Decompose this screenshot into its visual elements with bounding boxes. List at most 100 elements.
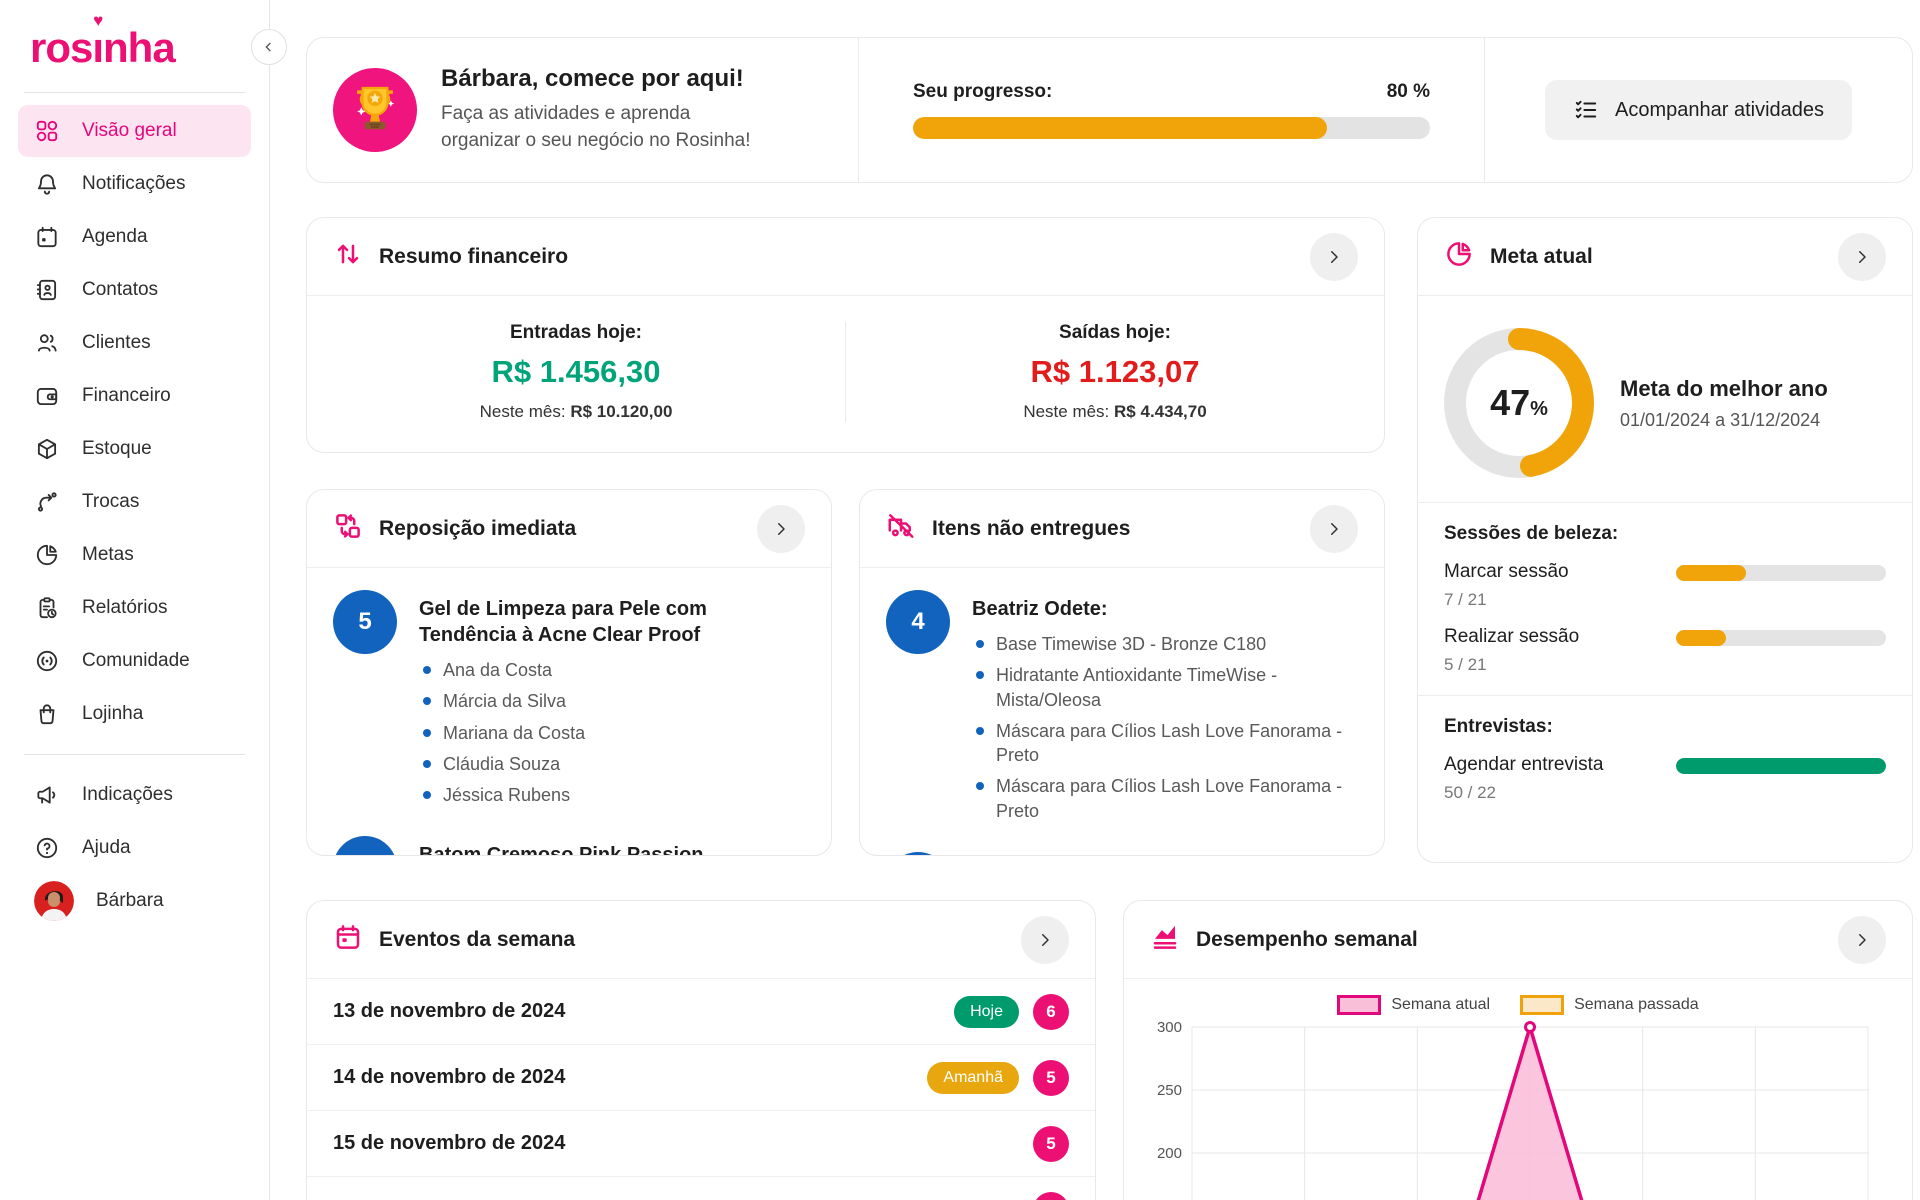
activities-section: Acompanhar atividades [1485,38,1912,182]
undelivered-expand-button[interactable] [1310,504,1358,553]
task-progress-bar [1676,565,1886,581]
sidebar-item-estoque[interactable]: Estoque [18,423,251,475]
track-activities-button[interactable]: Acompanhar atividades [1544,80,1852,140]
customer-name: Beatriz Odete: [972,598,1108,620]
progress-bar-fill [913,117,1327,139]
card-title: Itens não entregues [932,516,1131,540]
sidebar-item-clientes[interactable]: Clientes [18,317,251,369]
welcome-section: Bárbara, comece por aqui! Faça as ativid… [307,38,858,182]
sidebar-item-indicacoes[interactable]: Indicações [18,769,251,821]
sidebar-item-financeiro[interactable]: Financeiro [18,370,251,422]
donut-cap [1508,328,1530,350]
legend-label: Semana passada [1574,996,1699,1013]
goal-progress-block: 47% Meta do melhor ano 01/01/2024 a 31/1… [1444,306,1886,502]
card-title: Reposição imediata [379,516,577,540]
swap-route-icon [34,489,60,515]
goal-task-row: Agendar entrevista 50 / 22 [1444,754,1886,803]
sidebar-item-label: Trocas [82,491,140,512]
chart-legend: Semana atual Semana passada [1124,995,1912,1015]
report-clipboard-icon [34,595,60,621]
task-progress-bar [1676,758,1886,774]
financial-summary-expand-button[interactable] [1310,232,1358,281]
welcome-texts: Bárbara, comece por aqui! Faça as ativid… [441,65,771,154]
sidebar-item-lojinha[interactable]: Lojinha [18,688,251,740]
task-progress-bar [1676,630,1886,646]
legend-item-past-week: Semana passada [1520,995,1699,1015]
goal-task-row: Marcar sessão 7 / 21 [1444,561,1886,610]
wallet-icon [34,383,60,409]
divider [1484,38,1485,182]
help-icon [34,835,60,861]
sidebar-item-user-profile[interactable]: Bárbara [18,875,251,927]
goal-expand-button[interactable] [1838,232,1886,281]
package-icon [34,436,60,462]
event-date: 15 de novembro de 2024 [333,1132,566,1154]
sidebar-item-metas[interactable]: Metas [18,529,251,581]
logo-text: rosı ♥ nha [30,11,176,71]
task-label: Realizar sessão [1444,626,1580,647]
goal-donut-ring: 47% [1444,328,1594,479]
task-label: Agendar entrevista [1444,754,1604,775]
today-badge: Hoje [954,995,1019,1028]
address-book-icon [34,277,60,303]
undelivered-count-badge: 4 [886,590,950,654]
goal-pie-icon [1444,239,1474,274]
client-list: Ana da Costa Márcia da Silva Mariana da … [419,658,805,807]
arrows-up-down-icon [333,239,363,274]
event-row[interactable]: 14 de novembro de 2024 Amanhã 5 [307,1045,1095,1111]
restock-swap-icon [333,511,363,546]
broadcast-icon [34,648,60,674]
sidebar: rosı ♥ nha Visão geral Notificações Agenda… [0,0,287,1200]
goal-task-row: Realizar sessão 5 / 21 [1444,626,1886,675]
sidebar-item-comunidade[interactable]: Comunidade [18,635,251,687]
event-row[interactable]: 16 de novembro de 2024 5 [307,1177,1095,1200]
divider [24,92,245,93]
sidebar-item-label: Metas [82,544,134,565]
section-heading: Sessões de beleza: [1444,523,1619,544]
customer-name: Renata da Silva: [972,852,1127,855]
task-progress-fill [1676,758,1886,774]
shopping-bag-icon [34,701,60,727]
weekly-performance-chart: 300250200150 [1157,1019,1869,1200]
track-activities-label: Acompanhar atividades [1614,98,1824,121]
task-progress-text: 7 / 21 [1444,590,1487,609]
calendar-icon [34,224,60,250]
outflows-label: Saídas hoje: [1059,322,1171,343]
checklist-icon [1575,100,1597,119]
sidebar-item-ajuda[interactable]: Ajuda [18,822,251,874]
brand-logo: rosı ♥ nha [0,0,269,72]
events-expand-button[interactable] [1021,915,1069,964]
inflows-block: Entradas hoje: R$ 1.456,30 Neste mês: R$… [307,322,845,422]
week-events-card: Eventos da semana 13 de novembro de 2024… [306,900,1096,1200]
sidebar-collapse-button[interactable] [251,29,287,65]
bell-icon [34,171,60,197]
sidebar-item-contatos[interactable]: Contatos [18,264,251,316]
task-progress-text: 5 / 21 [1444,655,1487,674]
outflows-month: Neste mês: R$ 4.434,70 [1023,402,1207,421]
outflows-block: Saídas hoje: R$ 1.123,07 Neste mês: R$ 4… [846,322,1384,422]
sidebar-item-agenda[interactable]: Agenda [18,211,251,263]
undelivered-item: 4 Beatriz Odete: Base Timewise 3D - Bron… [860,568,1384,830]
task-progress-text: 50 / 22 [1444,783,1496,802]
goal-donut-cap-end [1518,453,1544,479]
restock-expand-button[interactable] [757,504,805,553]
sidebar-item-trocas[interactable]: Trocas [18,476,251,528]
left-column: Resumo financeiro Entradas hoje: R$ 1.45… [306,217,1385,863]
progress-percent: 80 % [1386,81,1430,102]
sidebar-item-visao-geral[interactable]: Visão geral [18,105,251,157]
event-row[interactable]: 13 de novembro de 2024 Hoje 6 [307,979,1095,1045]
sidebar-item-relatorios[interactable]: Relatórios [18,582,251,634]
chevron-right-icon [1859,933,1866,946]
list-item: Márcia da Silva [419,689,805,713]
product-name: Gel de Limpeza para Pele com Tendência à… [419,598,707,646]
sidebar-item-label: Financeiro [82,385,171,406]
svg-text:300: 300 [1157,1019,1182,1036]
restock-count-badge: 5 [333,590,397,654]
sidebar-item-notificacoes[interactable]: Notificações [18,158,251,210]
inflows-value: R$ 1.456,30 [491,354,661,389]
events-calendar-icon [333,922,363,957]
performance-expand-button[interactable] [1838,915,1886,964]
truck-slash-icon [886,511,916,546]
goal-title: Meta do melhor ano [1620,375,1828,401]
event-row[interactable]: 15 de novembro de 2024 5 [307,1111,1095,1177]
